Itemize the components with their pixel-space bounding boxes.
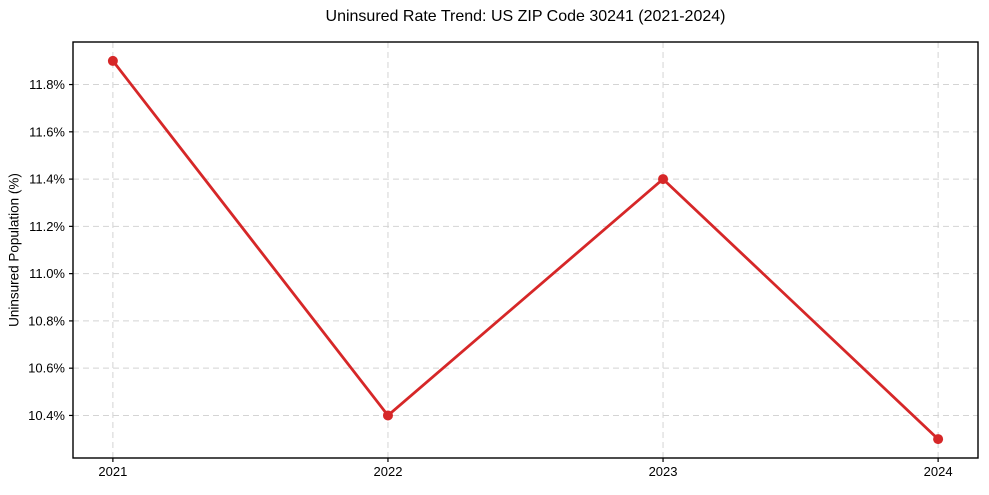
y-tick-label: 10.4%: [28, 408, 65, 423]
y-axis-label: Uninsured Population (%): [6, 173, 22, 327]
y-tick-label: 10.8%: [28, 313, 65, 328]
x-tick-label: 2023: [649, 464, 678, 479]
y-tick-label: 10.6%: [28, 361, 65, 376]
data-point-marker: [382, 410, 393, 421]
y-tick-label: 11.8%: [29, 77, 65, 92]
chart-title: Uninsured Rate Trend: US ZIP Code 30241 …: [325, 8, 726, 25]
y-tick-label: 11.2%: [29, 219, 65, 234]
data-point-marker: [107, 55, 118, 66]
y-tick-label: 11.0%: [29, 266, 65, 281]
x-tick-label: 2024: [924, 464, 953, 479]
data-point-marker: [933, 434, 944, 445]
y-tick-label: 11.6%: [29, 124, 65, 139]
x-tick-label: 2021: [98, 464, 127, 479]
trend-line: [111, 59, 940, 441]
plot-border: [72, 41, 979, 459]
data-point-marker: [658, 174, 669, 185]
x-tick-label: 2022: [374, 464, 403, 479]
y-tick-label: 11.4%: [29, 172, 65, 187]
